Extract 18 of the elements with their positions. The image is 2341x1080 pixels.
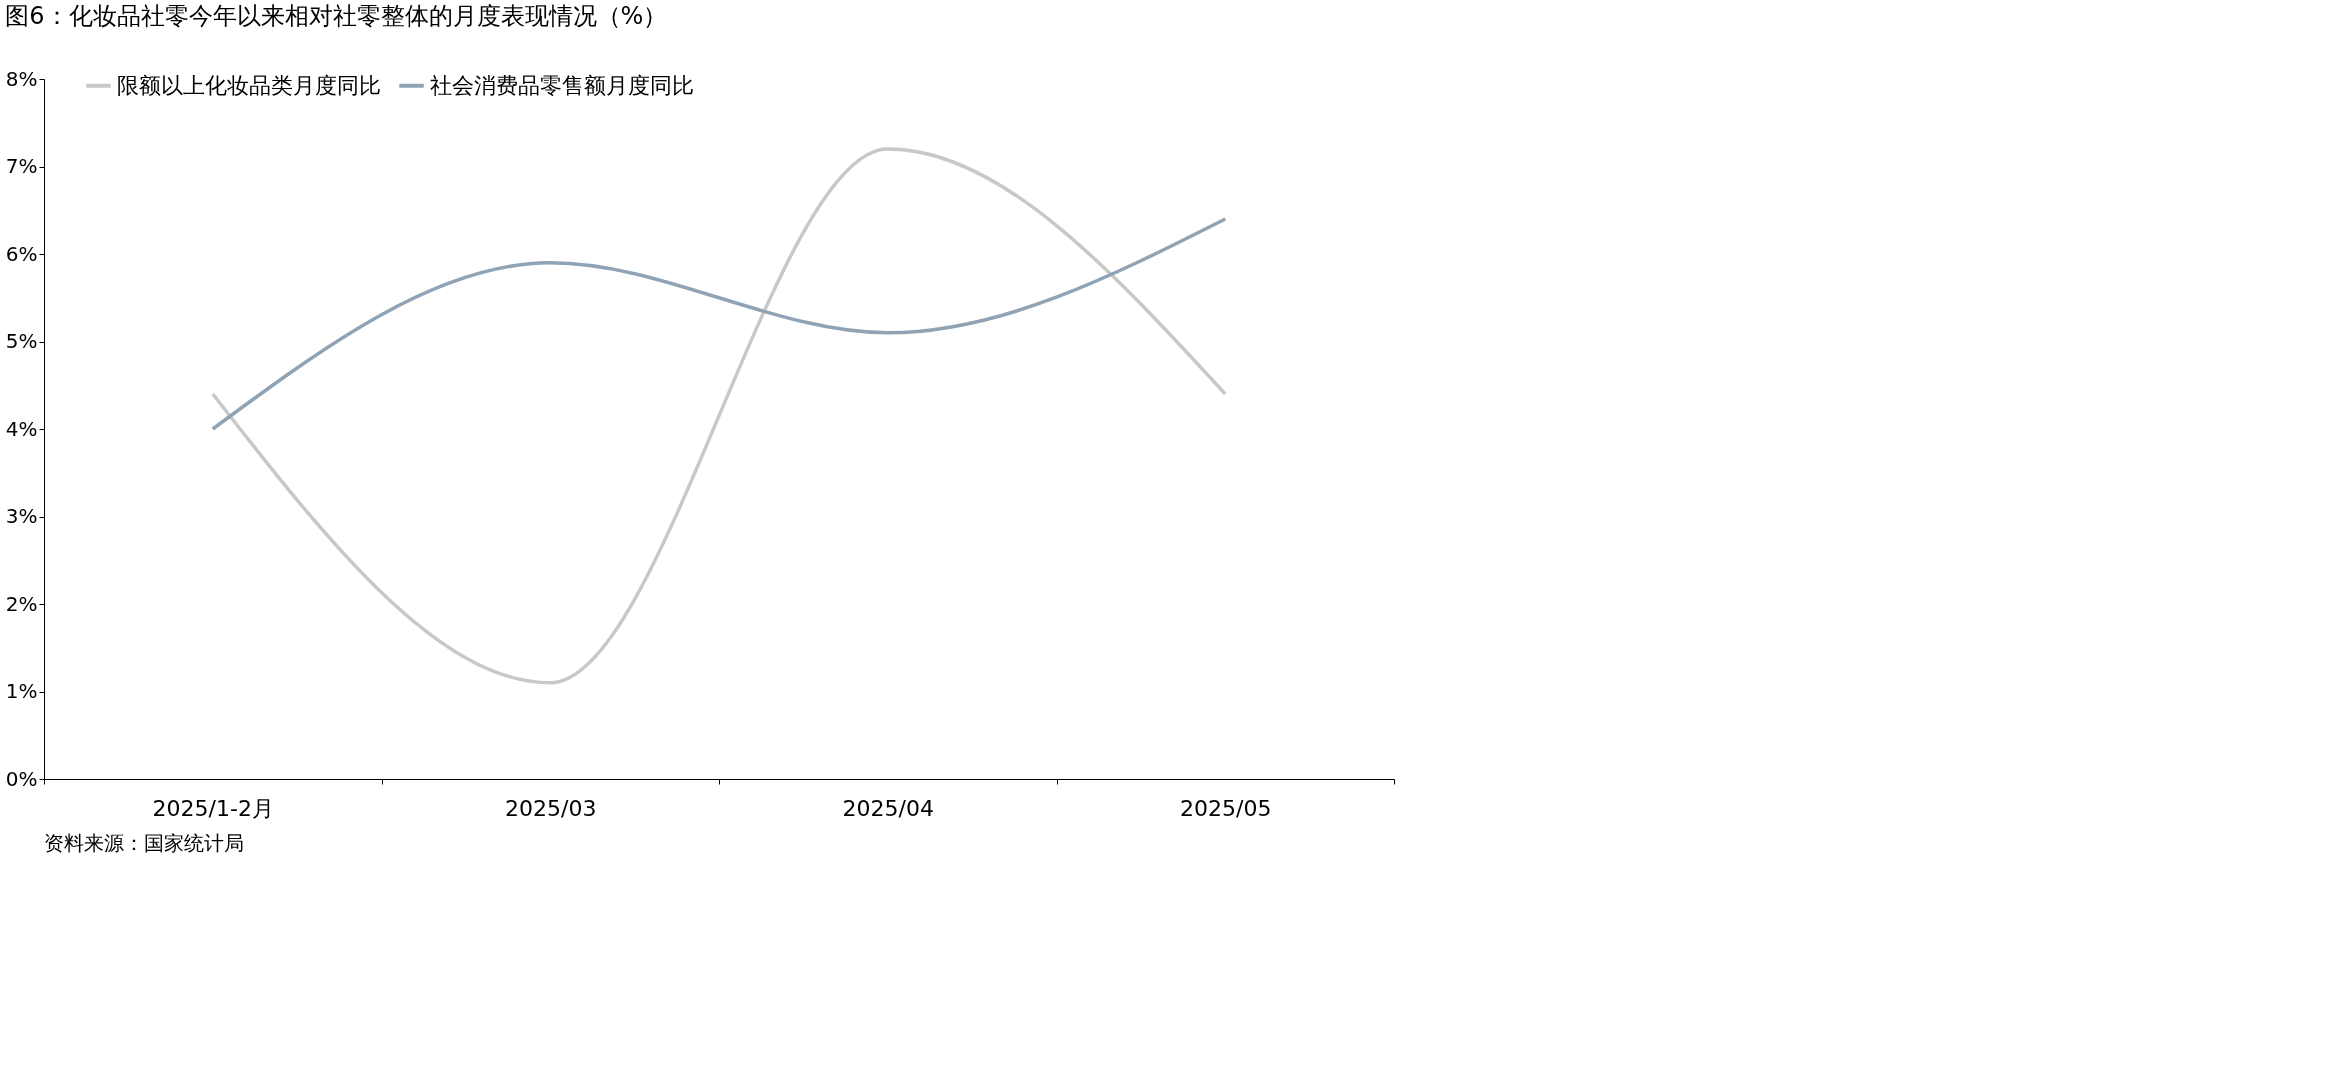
y-tick-label: 2% (5, 591, 38, 616)
legend-label: 社会消费品零售额月度同比 (430, 72, 694, 98)
legend-label: 限额以上化妆品类月度同比 (117, 72, 381, 98)
x-tick-label: 2025/05 (1180, 795, 1272, 821)
y-tick-label: 8% (5, 66, 38, 91)
y-tick-label: 1% (5, 679, 38, 703)
text: 资料来源：国家统计局 (44, 831, 244, 855)
x-tick-label: 2025/03 (505, 795, 597, 821)
line-series (211, 217, 1227, 431)
y-tick-label: 3% (5, 504, 38, 528)
y-tick-label: 7% (5, 154, 38, 178)
y-tick-label: 6% (5, 241, 38, 266)
chart-title: 图6：化妆品社零今年以来相对社零整体的月度表现情况（%） (5, 2, 668, 30)
x-tick-label: 2025/1-2月 (152, 795, 274, 821)
y-tick-label: 5% (5, 329, 38, 353)
y-tick-label: 4% (5, 416, 38, 441)
x-tick-label: 2025/04 (842, 795, 934, 821)
y-tick-label: 0% (5, 766, 38, 791)
